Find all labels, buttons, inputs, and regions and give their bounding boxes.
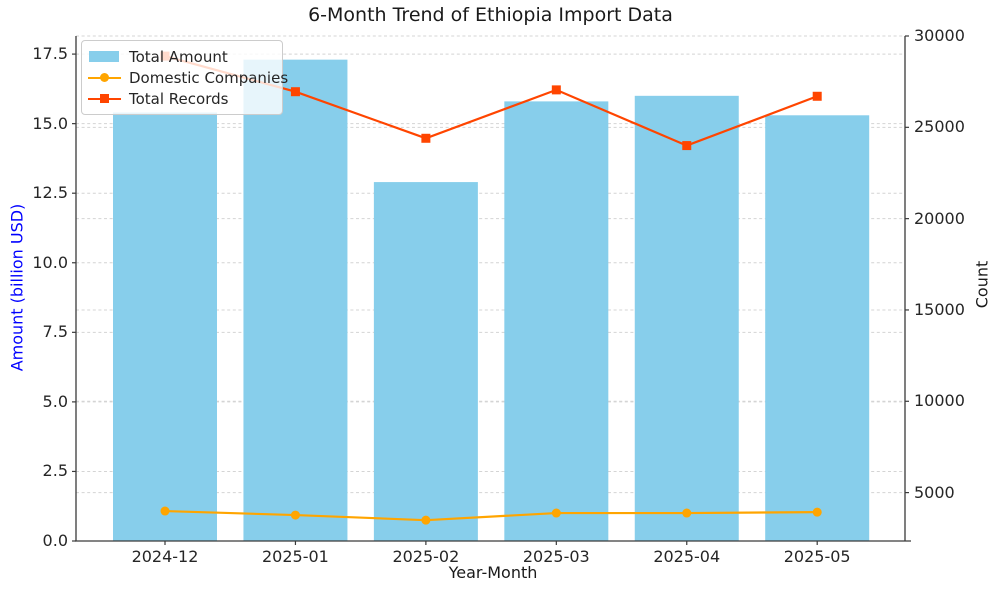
x-tick-label: 2025-02 [392,547,460,566]
legend: Total Amount Domestic Companies Total Re… [81,40,288,115]
legend-label: Domestic Companies [129,68,289,87]
marker-square-total-records [812,91,822,101]
legend-label: Total Amount [129,47,228,66]
marker-circle-domestic-companies [421,515,431,525]
x-tick-label: 2025-03 [522,547,590,566]
y-left-tick-label: 2.5 [42,461,68,481]
bar-total-amount [504,101,609,541]
y-right-tick-label: 10000 [914,391,965,411]
bar-total-amount [765,115,870,542]
y-right-tick-label: 15000 [914,299,965,319]
marker-circle-domestic-companies [812,507,822,517]
y-right-tick-label: 5000 [914,482,955,502]
legend-label: Total Records [129,89,229,108]
square-marker-icon [100,94,109,103]
marker-circle-domestic-companies [160,506,170,516]
y-left-tick-label: 5.0 [42,391,68,411]
chart-title: 6-Month Trend of Ethiopia Import Data [308,4,673,26]
y-right-tick-label: 30000 [914,26,965,45]
marker-square-total-records [290,87,300,97]
bar-total-amount [373,182,478,541]
bar-total-amount [243,59,348,541]
y-left-tick-label: 17.5 [32,44,68,64]
marker-circle-domestic-companies [682,508,692,518]
x-tick-label: 2024-12 [131,547,199,566]
legend-bar-swatch [88,46,121,67]
y-right-tick-label: 25000 [914,117,965,137]
marker-square-total-records [682,141,692,151]
marker-square-total-records [421,133,431,143]
y-left-tick-label: 10.0 [32,252,68,272]
x-axis-label: Year-Month [448,563,538,582]
legend-item-total-amount: Total Amount [88,46,274,67]
legend-line-circle-sample [88,67,121,88]
bar-swatch-icon [89,51,119,62]
bar-total-amount [113,112,217,542]
y-axis-label-right: Count [972,260,992,309]
marker-square-total-records [551,85,561,95]
y-left-tick-label: 15.0 [32,113,68,133]
marker-circle-domestic-companies [551,508,561,518]
legend-line-square-sample [88,88,121,109]
x-tick-label: 2025-05 [783,547,851,566]
x-tick-label: 2025-01 [262,547,329,566]
legend-item-total-records: Total Records [88,88,274,109]
x-tick-label: 2025-04 [653,547,721,566]
marker-circle-domestic-companies [290,510,300,520]
y-right-tick-label: 20000 [914,208,965,228]
legend-item-domestic-companies: Domestic Companies [88,67,288,88]
y-left-tick-label: 7.5 [42,322,68,342]
line-domestic-companies [164,509,818,522]
y-left-tick-label: 0.0 [42,531,68,550]
bar-total-amount [634,95,739,542]
circle-marker-icon [100,73,109,82]
y-left-tick-label: 12.5 [32,183,68,203]
